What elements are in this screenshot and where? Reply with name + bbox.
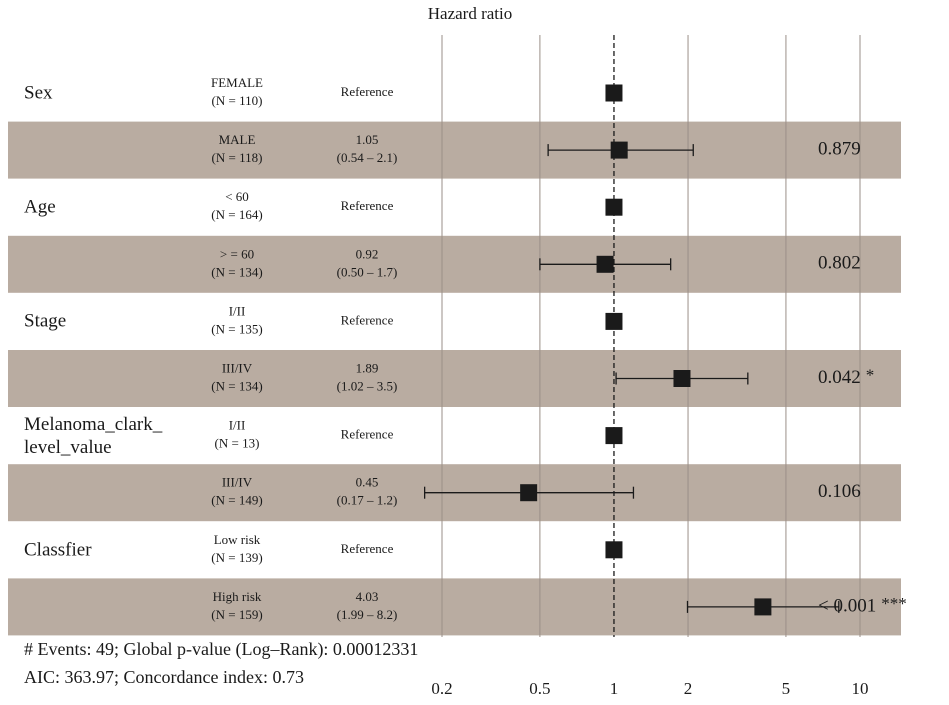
variable-label: Classfier: [24, 539, 92, 561]
estimate-label: Reference: [341, 312, 394, 327]
hazard-point: [596, 255, 614, 273]
hazard-point: [610, 141, 628, 159]
hazard-point: [605, 312, 623, 330]
row-band: [8, 121, 901, 179]
estimate-label: 4.03: [356, 589, 379, 604]
variable-label: Melanoma_clark_ level_value: [24, 413, 163, 458]
variable-label: Sex: [24, 82, 53, 104]
hazard-point: [605, 541, 623, 559]
footnote: AIC: 363.97; Concordance index: 0.73: [24, 667, 304, 687]
level-label: < 60: [225, 189, 249, 204]
x-tick-label: 1: [610, 679, 619, 698]
hazard-point: [673, 370, 691, 387]
ci-label: (0.54 – 2.1): [337, 150, 398, 165]
x-tick-label: 10: [852, 679, 869, 698]
hazard-point: [520, 484, 538, 502]
level-label: High risk: [213, 589, 262, 604]
n-label: (N = 164): [211, 207, 262, 222]
n-label: (N = 134): [211, 264, 262, 279]
estimate-label: Reference: [341, 541, 394, 556]
p-value: < 0.001: [818, 595, 876, 616]
n-label: (N = 135): [211, 321, 262, 336]
p-value: 0.802: [818, 253, 861, 274]
estimate-label: 1.05: [356, 132, 379, 147]
level-label: III/IV: [222, 475, 253, 490]
p-value: 0.879: [818, 138, 861, 159]
n-label: (N = 110): [212, 93, 263, 108]
x-tick-label: 0.5: [529, 679, 550, 698]
significance: ***: [881, 594, 907, 613]
p-value: 0.106: [818, 481, 861, 502]
n-label: (N = 118): [212, 150, 263, 165]
ci-label: (0.17 – 1.2): [337, 493, 398, 508]
level-label: MALE: [219, 132, 256, 147]
n-label: (N = 159): [211, 607, 262, 622]
n-label: (N = 134): [211, 378, 262, 393]
estimate-label: 0.92: [356, 246, 379, 261]
n-label: (N = 13): [215, 436, 260, 451]
level-label: I/II: [229, 303, 246, 318]
estimate-label: Reference: [341, 427, 394, 442]
ci-label: (1.02 – 3.5): [337, 378, 398, 393]
chart-title: Hazard ratio: [428, 4, 512, 23]
p-value: 0.042: [818, 367, 861, 388]
estimate-label: 0.45: [356, 475, 379, 490]
estimate-label: 1.89: [356, 360, 379, 375]
ci-label: (0.50 – 1.7): [337, 264, 398, 279]
estimate-label: Reference: [341, 84, 394, 99]
level-label: I/II: [229, 418, 246, 433]
level-label: Low risk: [214, 532, 261, 547]
ci-label: (1.99 – 8.2): [337, 607, 398, 622]
hazard-point: [605, 84, 623, 102]
level-label: FEMALE: [211, 75, 263, 90]
n-label: (N = 139): [211, 550, 262, 565]
variable-label: Stage: [24, 310, 67, 332]
level-label: III/IV: [222, 360, 253, 375]
x-tick-label: 2: [684, 679, 693, 698]
row-band: [8, 235, 901, 293]
hazard-point: [605, 198, 623, 216]
estimate-label: Reference: [341, 198, 394, 213]
x-tick-label: 0.2: [431, 679, 452, 698]
row-band: [8, 350, 901, 407]
hazard-point: [605, 427, 623, 445]
significance: *: [866, 365, 875, 384]
n-label: (N = 149): [211, 493, 262, 508]
x-tick-label: 5: [782, 679, 791, 698]
hazard-point: [754, 598, 772, 616]
footnote: # Events: 49; Global p-value (Log–Rank):…: [24, 639, 418, 660]
variable-label: Age: [24, 196, 56, 218]
level-label: > = 60: [220, 246, 254, 261]
